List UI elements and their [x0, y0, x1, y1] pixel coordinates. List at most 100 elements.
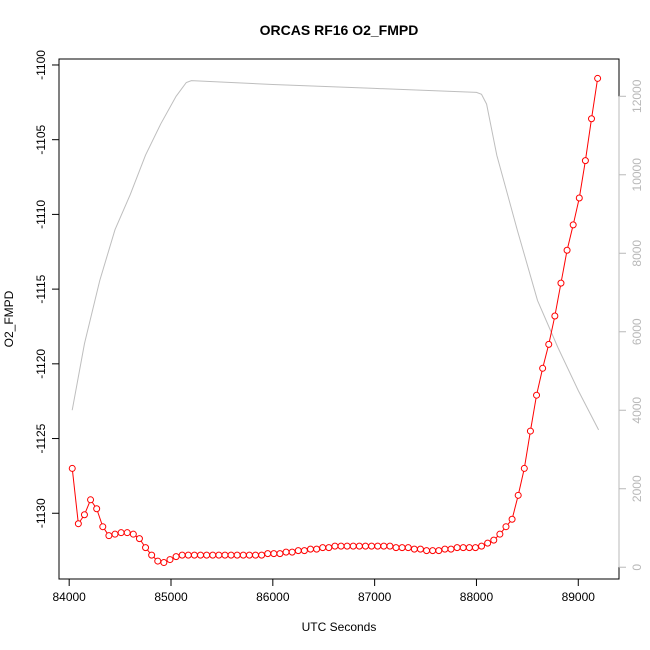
- o2-segment: [573, 200, 580, 223]
- y-tick-label: -1130: [34, 498, 48, 528]
- o2-point: [184, 551, 192, 559]
- o2-point: [520, 464, 528, 472]
- o2-point: [435, 547, 443, 555]
- o2-point: [392, 544, 400, 552]
- o2-point: [239, 551, 247, 559]
- o2-point: [233, 551, 241, 559]
- o2-point: [508, 515, 516, 523]
- y-tick-label: -1125: [34, 423, 48, 453]
- x-axis-label: UTC Seconds: [302, 620, 377, 634]
- o2-point: [270, 550, 278, 558]
- o2-point: [569, 221, 577, 229]
- o2-segment: [585, 121, 592, 158]
- o2-point: [172, 553, 180, 561]
- o2-segment: [512, 498, 518, 517]
- o2-point: [319, 544, 327, 552]
- o2-segment: [542, 347, 549, 366]
- o2-point: [313, 545, 321, 553]
- o2-point: [154, 557, 162, 565]
- o2-point: [160, 559, 168, 567]
- o2-segment: [507, 521, 511, 525]
- y-tick-label: -1115: [34, 274, 48, 303]
- o2-point: [105, 532, 113, 540]
- o2-point: [258, 551, 266, 559]
- o2-segment: [85, 502, 90, 513]
- o2-segment: [579, 163, 586, 196]
- o2-point: [288, 548, 296, 556]
- o2-point: [117, 529, 125, 537]
- o2-point: [404, 544, 412, 552]
- o2-point: [539, 364, 547, 372]
- o2-point: [416, 545, 424, 553]
- o2-point: [129, 530, 137, 538]
- o2-point: [68, 464, 76, 472]
- o2-point: [337, 542, 345, 550]
- o2-point: [282, 548, 290, 556]
- o2-point: [80, 511, 88, 519]
- y2-tick-label: 4000: [630, 397, 644, 424]
- o2-segment: [147, 549, 151, 554]
- plot-frame: [58, 58, 620, 580]
- o2-point: [245, 551, 253, 559]
- o2-point: [551, 312, 559, 320]
- o2-point: [581, 157, 589, 165]
- o2-point: [490, 536, 498, 544]
- o2-point: [252, 551, 260, 559]
- x-axis: 84000 85000 86000 87000 88000 89000: [52, 578, 595, 604]
- o2-segment: [567, 227, 573, 248]
- o2-point: [471, 544, 479, 552]
- o2-point: [496, 530, 504, 538]
- x-tick-label: 86000: [256, 590, 290, 604]
- x-tick-label: 84000: [52, 590, 86, 604]
- o2-point: [93, 505, 101, 513]
- o2-point: [459, 544, 467, 552]
- o2-point: [398, 544, 406, 552]
- o2-segment: [591, 81, 598, 116]
- o2-point: [111, 530, 119, 538]
- x-tick-label: 85000: [154, 590, 188, 604]
- o2-point: [203, 551, 211, 559]
- o2-point: [306, 545, 314, 553]
- o2-segment: [104, 528, 108, 534]
- o2-point: [514, 491, 522, 499]
- o2-segment: [561, 253, 568, 281]
- o2-point: [441, 545, 449, 553]
- o2-point: [478, 542, 486, 550]
- o2-point: [142, 544, 150, 552]
- o2-point: [361, 542, 369, 550]
- o2-point: [502, 523, 510, 531]
- y-axis-label: O2_FMPD: [2, 290, 16, 347]
- o2-segment: [518, 471, 525, 493]
- o2-point: [386, 542, 394, 550]
- o2-point: [557, 279, 565, 287]
- o2-point: [294, 547, 302, 555]
- o2-point: [447, 545, 455, 553]
- o2-segment: [554, 285, 561, 314]
- o2-segment: [97, 511, 103, 525]
- o2-point: [423, 547, 431, 555]
- y2-tick-label: 2000: [630, 475, 644, 502]
- o2-point: [135, 535, 143, 543]
- o2-segment: [548, 318, 555, 342]
- y-tick-label: -1105: [34, 124, 48, 154]
- o2-point: [368, 542, 376, 550]
- o2-point: [575, 194, 583, 202]
- o2-point: [594, 74, 602, 82]
- o2-point: [410, 545, 418, 553]
- o2-point: [545, 340, 553, 348]
- y-tick-label: -1110: [34, 200, 48, 229]
- o2-point: [588, 115, 596, 123]
- chart-title: ORCAS RF16 O2_FMPD: [260, 22, 419, 38]
- o2-point: [215, 551, 223, 559]
- o2-point: [484, 539, 492, 547]
- o2-point: [380, 542, 388, 550]
- o2-point: [227, 551, 235, 559]
- y2-tick-label: 0: [630, 564, 644, 571]
- o2-segment: [530, 398, 537, 429]
- y2-tick-label: 8000: [630, 240, 644, 267]
- o2-point: [355, 542, 363, 550]
- series-layer: [68, 74, 602, 567]
- o2-point: [166, 556, 174, 564]
- o2-point: [74, 520, 82, 528]
